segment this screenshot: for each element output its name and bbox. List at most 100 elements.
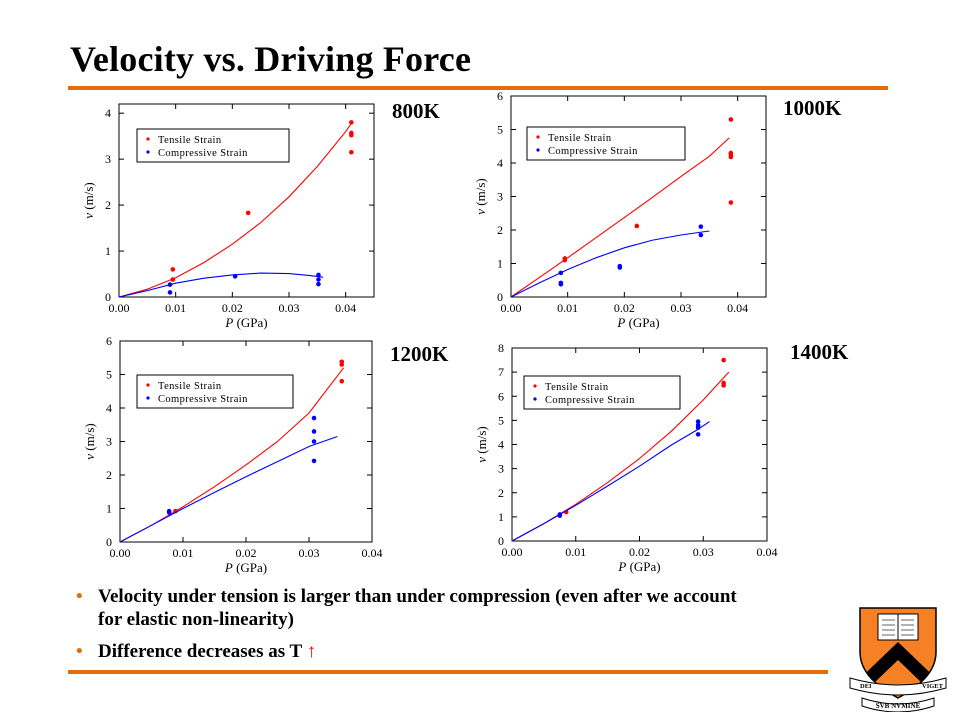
compressive-point bbox=[311, 458, 317, 464]
bullet-item: • Difference decreases as T ↑ bbox=[74, 640, 764, 663]
y-tick-label: 6 bbox=[106, 334, 112, 348]
y-tick-label: 5 bbox=[497, 123, 503, 137]
legend-marker bbox=[536, 135, 540, 139]
compressive-point bbox=[558, 270, 564, 276]
bullet-dot: • bbox=[76, 641, 83, 662]
legend-marker bbox=[146, 150, 150, 154]
plot-frame bbox=[119, 340, 373, 543]
tensile-point bbox=[349, 120, 354, 125]
x-tick-label: 0.04 bbox=[757, 545, 778, 559]
tensile-point bbox=[349, 149, 354, 155]
y-tick-label: 2 bbox=[497, 223, 503, 237]
x-tick-label: 0.00 bbox=[110, 546, 131, 560]
y-tick-label: 2 bbox=[498, 486, 504, 500]
university-shield-logo: DEI VIGET SVB NVMINE bbox=[849, 607, 947, 712]
compressive-point bbox=[311, 439, 317, 444]
bullet-text: Velocity under tension is larger than un… bbox=[98, 586, 737, 630]
y-tick-label: 4 bbox=[106, 401, 112, 415]
slide-title: Velocity vs. Driving Force bbox=[70, 39, 472, 79]
legend-label: Compressive Strain bbox=[158, 148, 248, 159]
tensile-point bbox=[721, 383, 726, 388]
y-tick-label: 2 bbox=[105, 198, 111, 212]
x-axis-label: P (GPa) bbox=[224, 315, 267, 330]
title-rule bbox=[68, 86, 888, 90]
legend-marker bbox=[146, 396, 150, 400]
tensile-point bbox=[349, 132, 354, 138]
bullet-text: Difference decreases as T bbox=[98, 641, 307, 662]
y-tick-label: 0 bbox=[497, 290, 503, 304]
y-tick-label: 1 bbox=[106, 502, 112, 516]
y-tick-label: 4 bbox=[498, 438, 504, 452]
legend-label: Compressive Strain bbox=[545, 395, 635, 406]
x-tick-label: 0.03 bbox=[279, 301, 300, 315]
bullet-list: • Velocity under tension is larger than … bbox=[74, 585, 764, 672]
x-tick-label: 0.02 bbox=[236, 546, 257, 560]
legend-marker bbox=[533, 397, 537, 401]
x-tick-label: 0.01 bbox=[565, 545, 586, 559]
legend-label: Compressive Strain bbox=[548, 146, 638, 157]
bullet-item: • Velocity under tension is larger than … bbox=[74, 585, 764, 631]
tensile-point bbox=[721, 357, 726, 363]
legend-box bbox=[136, 374, 294, 409]
compressive-point bbox=[695, 425, 701, 430]
x-tick-label: 0.02 bbox=[629, 545, 650, 559]
panel-label-1400k: 1400K bbox=[790, 340, 849, 364]
compressive-point bbox=[558, 281, 564, 287]
tensile-point bbox=[728, 200, 734, 205]
tensile-point bbox=[170, 277, 176, 282]
compressive-point bbox=[316, 281, 321, 287]
tensile-point bbox=[245, 210, 251, 216]
x-tick-label: 0.03 bbox=[299, 546, 320, 560]
x-tick-label: 0.01 bbox=[173, 546, 194, 560]
legend-box bbox=[526, 126, 686, 161]
panel-label-1000k: 1000K bbox=[783, 96, 842, 120]
tensile-point bbox=[634, 223, 640, 229]
legend-marker bbox=[146, 137, 150, 141]
x-tick-label: 0.03 bbox=[693, 545, 714, 559]
y-tick-label: 3 bbox=[106, 435, 112, 449]
legend-label: Tensile Strain bbox=[158, 381, 222, 392]
tensile-fit-line bbox=[510, 137, 730, 298]
x-axis-label: P (GPa) bbox=[616, 315, 659, 330]
logo-banner-right: VIGET bbox=[922, 683, 944, 690]
tensile-point bbox=[728, 154, 734, 160]
plot-frame bbox=[510, 95, 767, 298]
y-tick-label: 4 bbox=[105, 106, 111, 120]
compressive-point bbox=[167, 282, 173, 287]
x-tick-label: 0.02 bbox=[222, 301, 243, 315]
x-tick-label: 0.04 bbox=[727, 301, 748, 315]
y-tick-label: 5 bbox=[106, 368, 112, 382]
banner-icon bbox=[849, 677, 947, 696]
legend-box bbox=[136, 128, 290, 163]
y-tick-label: 3 bbox=[497, 190, 503, 204]
compressive-point bbox=[311, 429, 317, 434]
legend-label: Tensile Strain bbox=[545, 382, 609, 393]
compressive-point bbox=[695, 419, 701, 424]
compressive-point bbox=[557, 513, 563, 518]
compressive-fit-line bbox=[119, 435, 338, 543]
x-tick-label: 0.04 bbox=[362, 546, 383, 560]
y-axis-label: v (m/s) bbox=[473, 178, 488, 214]
tensile-point bbox=[339, 378, 345, 384]
y-tick-label: 6 bbox=[498, 389, 504, 403]
y-tick-label: 0 bbox=[105, 290, 111, 304]
y-tick-label: 0 bbox=[498, 534, 504, 548]
compressive-fit-line bbox=[118, 272, 324, 298]
compressive-point bbox=[166, 510, 172, 515]
chart-1000k: 0.00 0.01 0.02 0.03 0.04 0 1 2 3 4 5 6 P (GPa) v (m/s… bbox=[473, 89, 767, 330]
legend-marker bbox=[536, 148, 540, 152]
x-tick-label: 0.00 bbox=[502, 545, 523, 559]
plot-frame bbox=[118, 103, 375, 298]
logo-banner-bottom: SVB NVMINE bbox=[876, 702, 921, 710]
compressive-point bbox=[695, 432, 701, 437]
up-arrow-icon: ↑ bbox=[306, 641, 317, 662]
x-tick-label: 0.01 bbox=[557, 301, 578, 315]
compressive-point bbox=[316, 272, 321, 278]
panel-label-800k: 800K bbox=[392, 99, 440, 123]
tensile-point bbox=[562, 257, 568, 263]
compressive-point bbox=[232, 274, 238, 279]
y-tick-label: 4 bbox=[497, 156, 503, 170]
compressive-point bbox=[316, 277, 321, 282]
x-axis-label: P (GPa) bbox=[224, 560, 267, 575]
panel-label-1200k: 1200K bbox=[390, 342, 449, 366]
